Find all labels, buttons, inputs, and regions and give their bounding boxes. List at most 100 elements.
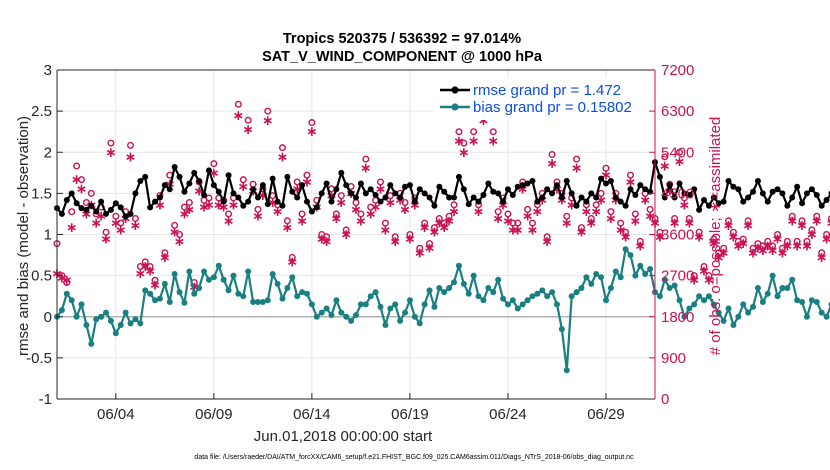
rmse-point [294,194,301,201]
obs-possible-point [769,242,777,250]
rmse-point [343,182,350,189]
bias-point [774,293,781,300]
chart-title-line1: Tropics 520375 / 536392 = 97.014% [283,31,521,47]
bias-point [431,303,438,310]
rmse-point [303,198,310,205]
obs-assimilated-point: ∗ [507,221,519,237]
bias-point [117,321,124,328]
obs-assimilated-point: ∗ [81,205,93,221]
obs-possible-point [430,224,438,232]
bias-point [279,295,286,302]
rmse-point [83,206,90,213]
obs-possible-point [416,244,424,252]
obs-possible-point [151,276,159,284]
bias-point [656,293,663,300]
obs-assimilated-point: ∗ [365,205,377,221]
rmse-point [759,190,766,197]
obs-assimilated-point: ∗ [375,180,387,196]
rmse-point [274,198,281,205]
bias-point [735,313,742,320]
rmse-point [166,186,173,193]
bias-point [240,293,247,300]
rmse-point [808,186,815,193]
obs-assimilated-point: ∗ [213,196,225,212]
rmse-point [769,188,776,195]
rmse-point [68,190,75,197]
obs-assimilated-point: ∗ [296,212,308,228]
obs-possible-point [239,176,247,184]
bias-point [627,252,634,259]
rmse-point [617,198,624,205]
obs-assimilated-point: ∗ [223,212,235,228]
obs-assimilated-point: ∗ [531,203,543,219]
rmse-point [250,186,257,193]
obs-assimilated-point: ∗ [595,192,607,208]
bias-point [465,290,472,297]
bias-point [779,284,786,291]
obs-assimilated-point: ∗ [380,221,392,237]
rmse-point [558,194,565,201]
obs-assimilated-point: ∗ [340,226,352,242]
obs-assimilated-point: ∗ [95,208,107,224]
bias-point [553,301,560,308]
obs-assimilated-point: ∗ [571,160,583,176]
obs-possible-point [225,210,233,218]
rmse-point [500,198,507,205]
bias-point [107,317,114,324]
obs-possible-point [426,240,434,248]
rmse-point [563,178,570,185]
y-tick-label-right: 1800 [661,309,694,326]
rmse-point [225,172,232,179]
y-tick-label-left: 1 [44,227,52,244]
rmse-point [269,175,276,182]
bias-point [93,316,100,323]
bias-point [338,309,345,316]
obs-possible-point [141,258,149,266]
rmse-point [529,178,536,185]
bias-point [696,293,703,300]
obs-possible-point [744,217,752,225]
obs-assimilated-point: ∗ [448,203,460,219]
rmse-point [627,186,634,193]
obs-assimilated-point: ∗ [821,231,830,247]
bias-point [269,270,276,277]
rmse-point [681,190,688,197]
bias-point [509,297,516,304]
obs-assimilated-point: ∗ [630,212,642,228]
rmse-point [691,186,698,193]
obs-assimilated-point: ∗ [541,233,553,249]
y-tick-label-right: 900 [661,350,686,367]
bias-point [88,340,95,347]
rmse-point [406,182,413,189]
obs-assimilated-point: ∗ [169,224,181,240]
bias-point [215,262,222,269]
rmse-point [774,186,781,193]
obs-possible-point [808,226,816,234]
obs-assimilated-point: ∗ [370,199,382,215]
obs-assimilated-point: ∗ [654,228,666,244]
obs-assimilated-point: ∗ [576,224,588,240]
bias-point [666,284,673,291]
y-tick-label-right: 6300 [661,103,694,120]
obs-assimilated-point: ∗ [384,194,396,210]
legend-rmse-label: rmse grand pr = 1.472 [473,82,621,99]
obs-assimilated-point: ∗ [71,171,83,187]
bias-point [323,305,330,312]
rmse-point [504,186,511,193]
obs-possible-point [357,210,365,218]
bias-point [367,293,374,300]
bias-point [460,280,467,287]
bias-point [607,284,614,291]
bias-point [343,313,350,320]
bias-point [686,305,693,312]
rmse-point [588,190,595,197]
rmse-point [181,188,188,195]
obs-possible-point [470,128,478,136]
obs-possible-point [543,233,551,241]
obs-assimilated-point: ∗ [620,228,632,244]
obs-possible-point [254,205,262,213]
obs-assimilated-point: ∗ [522,208,534,224]
bias-point [362,301,369,308]
rmse-point [78,205,85,212]
rmse-point [259,182,266,189]
